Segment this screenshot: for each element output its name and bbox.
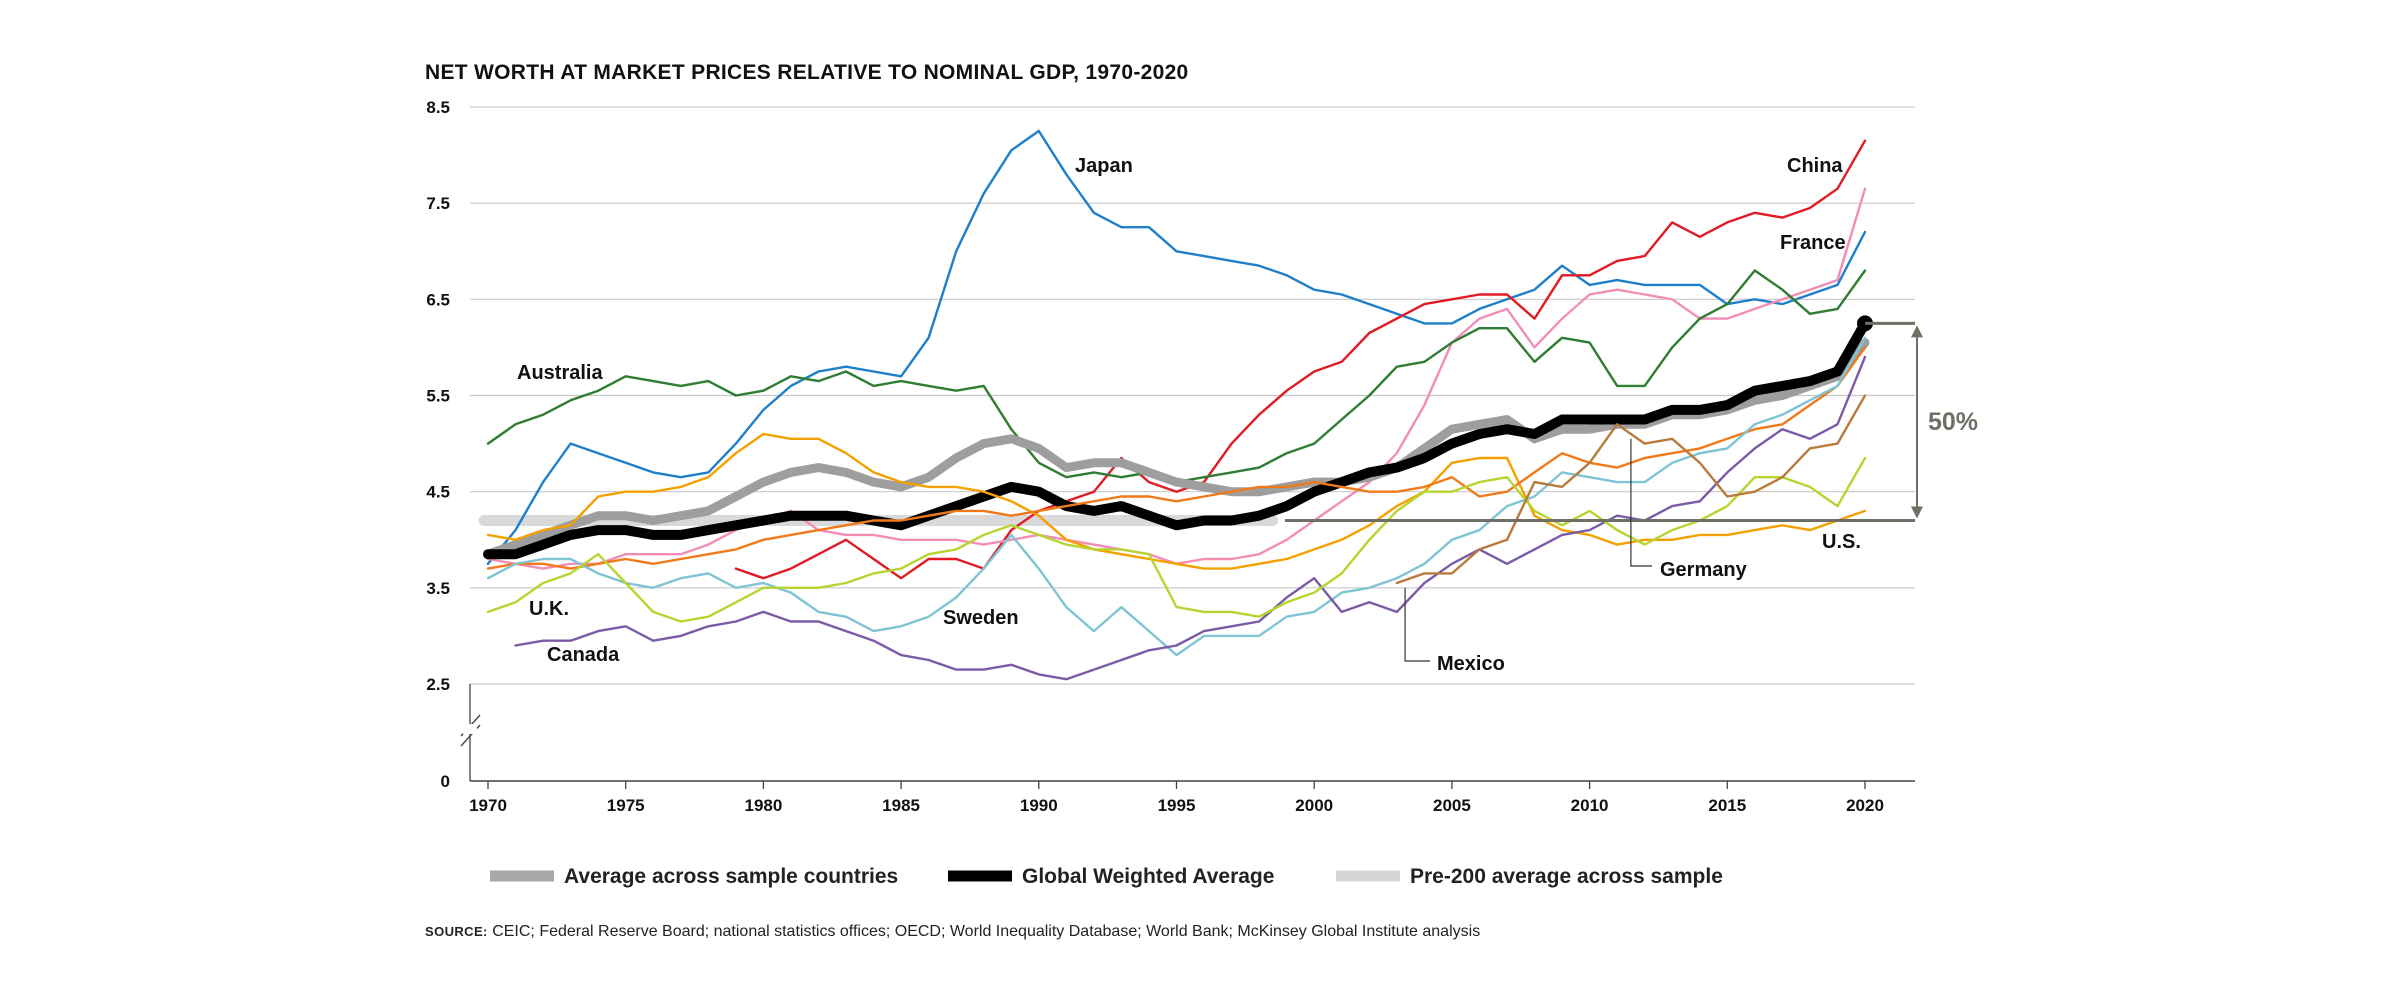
source-text: CEIC; Federal Reserve Board; national st… [488,923,1480,940]
gap-arrow-head-down [1911,506,1923,519]
series-line-japan [486,129,1867,565]
series-line-sweden [486,336,1867,657]
series-line-china [734,139,1867,580]
y-tick-label: 4.5 [426,483,450,502]
label-canada: Canada [547,644,620,666]
x-tick-label: 2010 [1571,796,1609,815]
y-tick-label: 7.5 [426,194,450,213]
x-tick-label: 1970 [469,796,507,815]
series-line-global-weighted-average [483,318,1870,560]
x-tick-label: 1995 [1158,796,1196,815]
grid-lines [470,106,1915,782]
y-tick-label: 3.5 [426,579,450,598]
legend-label-average: Average across sample countries [564,865,898,888]
label-japan: Japan [1075,155,1133,177]
legend: Average across sample countries Global W… [490,865,1723,888]
y-tick-label: 2.5 [426,675,450,694]
series-layer [483,129,1873,681]
x-axis: 1970 1975 1980 1985 1990 1995 2000 2005 2010 2015… [469,781,1884,815]
series-line-u-s [486,346,1867,570]
leader-line-germany [1630,438,1652,567]
annotations: 50% [1285,321,1978,662]
legend-label-global: Global Weighted Average [1022,865,1274,888]
label-australia: Australia [517,362,603,384]
series-line-australia [486,269,1867,484]
x-tick-label: 1990 [1020,796,1058,815]
y-tick-label: 8.5 [426,98,450,117]
label-us: U.S. [1822,531,1861,553]
label-france: France [1780,232,1846,254]
y-tick-label: 5.5 [426,387,450,406]
x-tick-label: 2000 [1295,796,1333,815]
label-sweden: Sweden [943,607,1019,629]
x-tick-label: 1980 [744,796,782,815]
label-uk: U.K. [529,598,569,620]
x-tick-label: 2015 [1708,796,1746,815]
axis-break-gap [463,724,477,734]
label-mexico: Mexico [1437,653,1505,675]
y-tick-label: 0 [441,772,450,791]
chart-title: NET WORTH AT MARKET PRICES RELATIVE TO N… [425,61,1189,84]
gap-label: 50% [1928,408,1978,436]
x-tick-label: 1975 [607,796,645,815]
x-tick-label: 2005 [1433,796,1471,815]
source-note: SOURCE: CEIC; Federal Reserve Board; nat… [425,923,1480,940]
series-line-u-k [486,432,1867,570]
gap-arrow-head-up [1911,325,1923,338]
y-tick-label: 6.5 [426,290,450,309]
leader-line-mexico [1404,587,1430,662]
y-axis: 8.5 7.5 6.5 5.5 4.5 3.5 2.5 0 [426,98,481,791]
source-label: SOURCE: [425,924,488,939]
x-tick-label: 1985 [882,796,920,815]
x-tick-label: 2020 [1846,796,1884,815]
label-germany: Germany [1660,559,1748,581]
legend-label-pre2000: Pre-200 average across sample [1410,865,1723,888]
label-china: China [1787,155,1843,177]
series-line-germany [1395,394,1867,585]
series-line-u-k-green [486,456,1867,623]
